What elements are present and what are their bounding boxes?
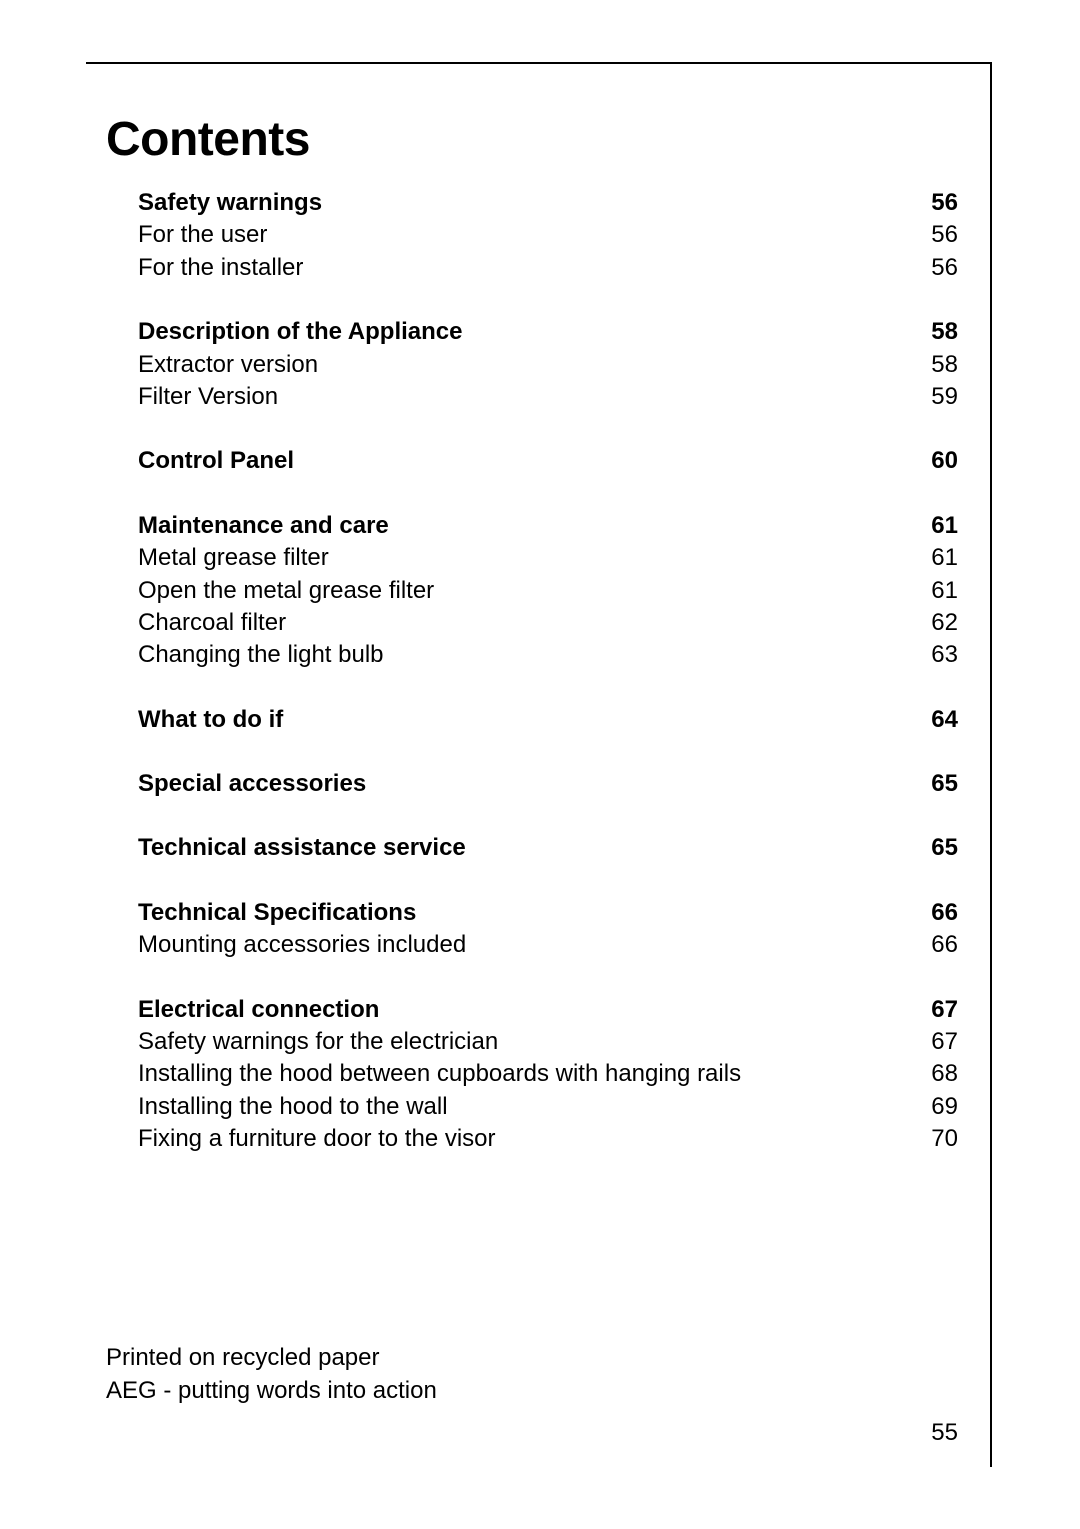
toc-item-label: Open the metal grease filter: [138, 575, 908, 607]
toc-item-label: Changing the light bulb: [138, 639, 908, 671]
toc-item-row: Extractor version58: [138, 349, 958, 381]
toc-section: Technical assistance service65: [138, 832, 958, 864]
toc-item-page: 69: [908, 1091, 958, 1123]
footer: Printed on recycled paper AEG - putting …: [106, 1342, 958, 1407]
toc-item-row: Fixing a furniture door to the visor70: [138, 1123, 958, 1155]
toc-heading-page: 60: [908, 445, 958, 477]
toc-heading-page: 58: [908, 316, 958, 348]
toc-section: Control Panel60: [138, 445, 958, 477]
toc-heading-row: What to do if64: [138, 704, 958, 736]
toc-item-row: Open the metal grease filter61: [138, 575, 958, 607]
toc-item-label: For the installer: [138, 252, 908, 284]
document-page: Contents Safety warnings56For the user56…: [86, 62, 992, 1467]
toc-heading-row: Special accessories65: [138, 768, 958, 800]
toc-item-row: Filter Version59: [138, 381, 958, 413]
toc-heading-page: 65: [908, 832, 958, 864]
toc-item-page: 61: [908, 542, 958, 574]
toc-heading-label: Control Panel: [138, 445, 908, 477]
toc-heading-row: Maintenance and care61: [138, 510, 958, 542]
toc-item-page: 56: [908, 219, 958, 251]
toc-section: Maintenance and care61Metal grease filte…: [138, 510, 958, 672]
toc-item-page: 68: [908, 1058, 958, 1090]
footer-line-2: AEG - putting words into action: [106, 1375, 958, 1407]
toc-section: Technical Specifications66Mounting acces…: [138, 897, 958, 962]
toc-section: What to do if64: [138, 704, 958, 736]
toc-heading-row: Description of the Appliance58: [138, 316, 958, 348]
toc-heading-page: 56: [908, 187, 958, 219]
toc-section: Description of the Appliance58Extractor …: [138, 316, 958, 413]
toc-heading-row: Electrical connection67: [138, 994, 958, 1026]
toc-section: Safety warnings56For the user56For the i…: [138, 187, 958, 284]
toc-item-label: Extractor version: [138, 349, 908, 381]
toc-heading-page: 66: [908, 897, 958, 929]
toc-heading-label: Technical assistance service: [138, 832, 908, 864]
toc-item-page: 63: [908, 639, 958, 671]
toc-heading-row: Control Panel60: [138, 445, 958, 477]
toc-heading-label: Maintenance and care: [138, 510, 908, 542]
toc-heading-label: Safety warnings: [138, 187, 908, 219]
toc-item-label: Mounting accessories included: [138, 929, 908, 961]
toc-item-row: Installing the hood between cupboards wi…: [138, 1058, 958, 1090]
toc-item-page: 62: [908, 607, 958, 639]
toc-item-row: For the installer56: [138, 252, 958, 284]
toc-section: Special accessories65: [138, 768, 958, 800]
toc-item-label: Fixing a furniture door to the visor: [138, 1123, 908, 1155]
toc-item-row: Installing the hood to the wall69: [138, 1091, 958, 1123]
toc-heading-label: What to do if: [138, 704, 908, 736]
toc-heading-label: Electrical connection: [138, 994, 908, 1026]
toc-item-label: Installing the hood between cupboards wi…: [138, 1058, 908, 1090]
toc-heading-page: 64: [908, 704, 958, 736]
toc-item-row: Changing the light bulb63: [138, 639, 958, 671]
toc-item-label: For the user: [138, 219, 908, 251]
toc-item-page: 61: [908, 575, 958, 607]
toc-heading-label: Special accessories: [138, 768, 908, 800]
toc-heading-label: Description of the Appliance: [138, 316, 908, 348]
toc-item-label: Metal grease filter: [138, 542, 908, 574]
toc-item-page: 59: [908, 381, 958, 413]
toc-heading-row: Technical Specifications66: [138, 897, 958, 929]
toc-section: Electrical connection67Safety warnings f…: [138, 994, 958, 1156]
toc-heading-label: Technical Specifications: [138, 897, 908, 929]
toc-item-page: 70: [908, 1123, 958, 1155]
toc-item-row: Safety warnings for the electrician67: [138, 1026, 958, 1058]
toc-item-label: Safety warnings for the electrician: [138, 1026, 908, 1058]
toc-item-row: For the user56: [138, 219, 958, 251]
page-number: 55: [931, 1419, 958, 1447]
toc-item-row: Mounting accessories included66: [138, 929, 958, 961]
toc-heading-page: 67: [908, 994, 958, 1026]
toc-item-page: 67: [908, 1026, 958, 1058]
toc-heading-page: 65: [908, 768, 958, 800]
toc-item-label: Installing the hood to the wall: [138, 1091, 908, 1123]
toc-item-row: Charcoal filter62: [138, 607, 958, 639]
toc-item-row: Metal grease filter61: [138, 542, 958, 574]
footer-line-1: Printed on recycled paper: [106, 1342, 958, 1374]
toc-heading-page: 61: [908, 510, 958, 542]
toc-item-page: 58: [908, 349, 958, 381]
contents-title: Contents: [106, 112, 958, 167]
table-of-contents: Safety warnings56For the user56For the i…: [106, 187, 958, 1156]
toc-item-label: Filter Version: [138, 381, 908, 413]
toc-heading-row: Technical assistance service65: [138, 832, 958, 864]
toc-item-label: Charcoal filter: [138, 607, 908, 639]
toc-item-page: 66: [908, 929, 958, 961]
toc-item-page: 56: [908, 252, 958, 284]
toc-heading-row: Safety warnings56: [138, 187, 958, 219]
